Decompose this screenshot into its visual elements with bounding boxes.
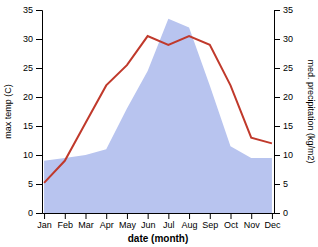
tick: 20 [274,92,293,102]
tick: Oct [224,213,239,230]
chart: JanFebMarAprMayJunJulAugSepOctNovDec0510… [0,0,318,247]
tick-label: 30 [23,34,33,44]
tick: Sep [202,213,218,230]
tick: Nov [244,213,261,230]
tick-mark [36,68,42,69]
tick-label: 25 [23,63,33,73]
tick: 25 [23,63,42,73]
tick-label: Jan [37,220,52,230]
axis-line [36,11,43,214]
tick-label: 25 [283,63,293,73]
tick-label: 35 [283,5,293,15]
y2-axis-title: med. precipitation (kg/m2) [306,59,316,163]
axis-line [275,11,281,214]
tick: 25 [274,63,293,73]
tick-mark [251,213,252,219]
tick: Jul [163,213,175,230]
tick-label: Mar [78,220,94,230]
tick-mark [106,213,107,219]
tick-mark [272,213,273,219]
tick: 10 [23,150,42,160]
tick: 15 [274,121,293,131]
tick-label: Nov [244,220,261,230]
tick-mark [274,213,280,214]
tick-mark [189,213,190,219]
tick-mark [65,213,66,219]
y-axis: 0 5 10 15 20 25 30 35 [23,5,43,218]
tick-label: Aug [182,220,198,230]
tick-mark [36,155,42,156]
tick-mark [86,213,87,219]
tick: May [119,213,137,230]
tick-label: Jun [141,220,156,230]
tick-label: 5 [28,179,33,189]
tick-mark [274,126,280,127]
tick-mark [36,213,42,214]
tick-mark [44,213,45,219]
tick-mark [127,213,128,219]
tick: 5 [274,179,288,189]
tick-label: 30 [283,34,293,44]
tick-label: Sep [202,220,218,230]
tick-label: May [119,220,137,230]
tick: 15 [23,121,42,131]
tick-label: 35 [23,5,33,15]
tick-mark [274,97,280,98]
tick-mark [36,10,42,11]
tick-label: 0 [28,208,33,218]
tick: 10 [274,150,293,160]
tick-label: Oct [224,220,239,230]
tick-mark [36,97,42,98]
x-axis-title: date (month) [128,233,189,244]
tick-label: 15 [283,121,293,131]
tick-mark [274,68,280,69]
tick-label: 10 [283,150,293,160]
tick-mark [168,213,169,219]
tick: Feb [58,213,74,230]
tick-mark [274,184,280,185]
tick-mark [36,184,42,185]
tick-mark [231,213,232,219]
plot: JanFebMarAprMayJunJulAugSepOctNovDec0510… [23,5,293,230]
tick-mark [148,213,149,219]
area [44,19,272,213]
tick: Apr [100,213,114,230]
tick: 35 [274,5,293,15]
tick-mark [274,10,280,11]
y-axis-title: max temp (C) [3,84,13,139]
tick-label: 20 [23,92,33,102]
marks [44,19,272,213]
tick-mark [274,155,280,156]
tick-label: 15 [23,121,33,131]
tick-label: Jul [163,220,175,230]
tick: Aug [182,213,198,230]
tick-label: 0 [283,208,288,218]
tick-label: Feb [58,220,74,230]
tick-mark [274,39,280,40]
axis-line [43,213,275,214]
tick: 20 [23,92,42,102]
tick-label: 20 [283,92,293,102]
tick-label: 10 [23,150,33,160]
tick-mark [210,213,211,219]
tick-label: Dec [264,220,281,230]
tick: 5 [28,179,42,189]
tick: 0 [28,208,42,218]
tick: 30 [23,34,42,44]
tick: Jan [37,213,52,230]
tick: Mar [78,213,94,230]
line [44,36,272,183]
x-axis: Jan Feb Mar Apr May Jun Jul Aug Sep Oct NovDec [37,213,281,230]
tick: Dec [264,213,281,230]
tick: 0 [274,208,288,218]
tick-mark [36,39,42,40]
tick-label: Apr [100,220,114,230]
tick: 35 [23,5,42,15]
tick: Jun [141,213,156,230]
tick-mark [36,126,42,127]
y2-axis: 0 5 10 15 20 25 30 35 [274,5,293,218]
tick-label: 5 [283,179,288,189]
tick: 30 [274,34,293,44]
